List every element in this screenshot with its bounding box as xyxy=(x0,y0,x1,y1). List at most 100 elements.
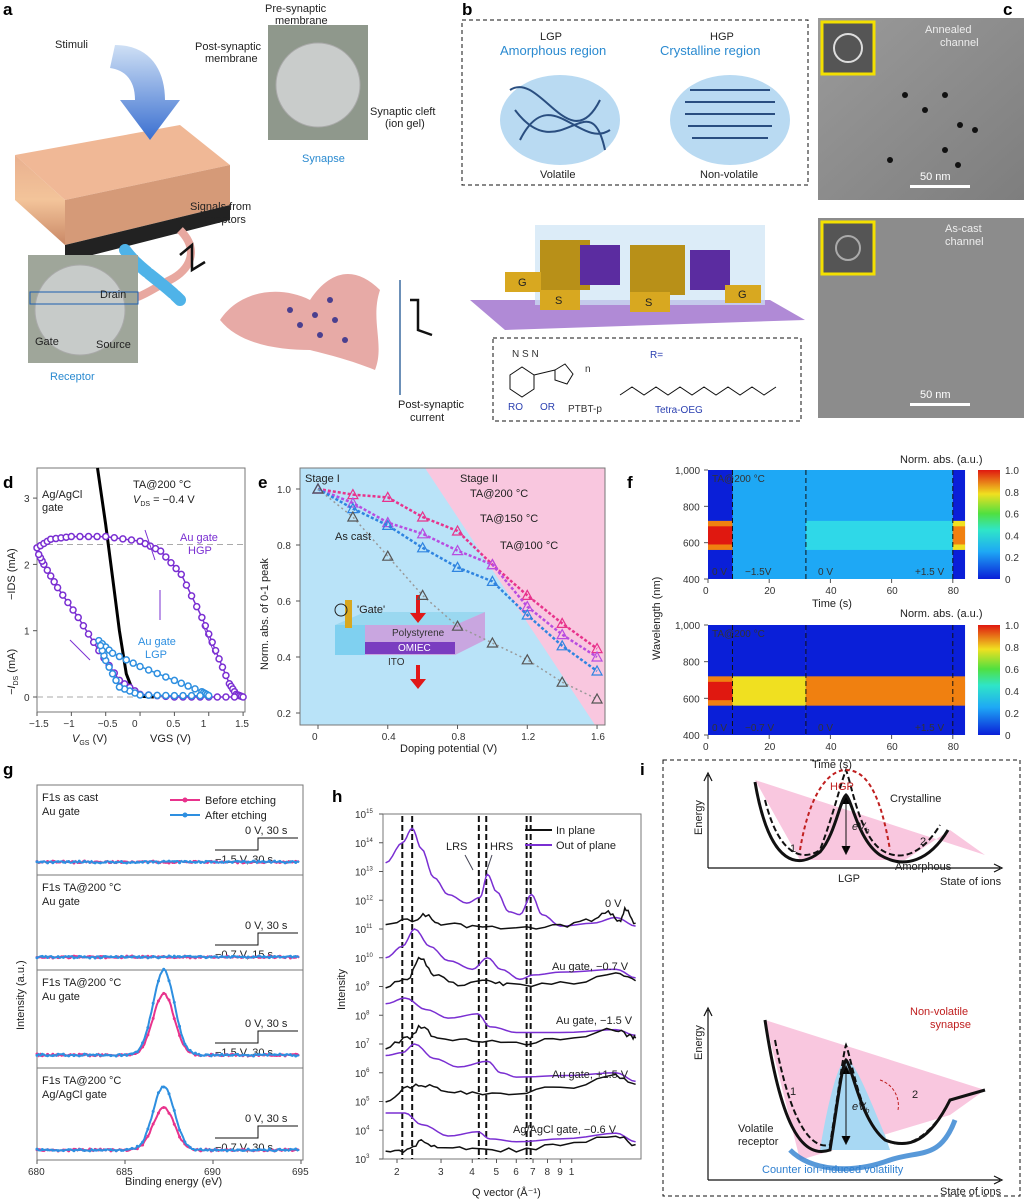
y-tick-label: 2 xyxy=(24,560,30,571)
x-tick-label: 8 xyxy=(545,1167,551,1178)
panel-h: h Q vector (Å⁻¹) Intensity 1031041051061… xyxy=(332,787,641,1199)
data-point xyxy=(199,1148,202,1151)
lrs-label: LRS xyxy=(446,841,467,853)
cbar-label-bottom: Norm. abs. (a.u.) xyxy=(900,608,983,620)
scale-label-bottom: 50 nm xyxy=(920,389,951,401)
data-point xyxy=(141,1041,144,1044)
y-tick-label: 1,000 xyxy=(675,621,700,632)
data-point xyxy=(289,955,292,958)
plot-frame-g xyxy=(37,785,303,1160)
x-tick-label: 1 xyxy=(569,1167,575,1178)
voltage-label: +1.5 V xyxy=(915,723,945,734)
data-point xyxy=(115,861,118,864)
data-point xyxy=(189,955,192,958)
legend-marker xyxy=(183,798,188,803)
synapse-neurons xyxy=(220,274,380,370)
step-high-label: 0 V, 30 s xyxy=(245,1113,288,1125)
oeg-label: Tetra-OEG xyxy=(655,405,703,416)
colorbar-tick: 0.2 xyxy=(1005,709,1019,720)
data-point xyxy=(60,592,66,598)
panel-label-c: c xyxy=(1003,0,1012,19)
diffraction-trace xyxy=(386,1136,636,1152)
x-tick-label: 60 xyxy=(887,742,899,753)
as-cast-label: As-cast channel xyxy=(945,223,984,248)
data-point xyxy=(88,1053,91,1056)
data-point xyxy=(216,656,222,662)
data-point xyxy=(78,1148,81,1151)
data-point xyxy=(194,1149,197,1152)
data-point xyxy=(268,1148,271,1151)
data-point xyxy=(51,1149,54,1152)
data-point xyxy=(36,956,39,959)
y-tick-label: 600 xyxy=(683,694,700,705)
data-point xyxy=(273,955,276,958)
x-tick-label: 4 xyxy=(469,1167,475,1178)
data-point xyxy=(162,955,165,958)
data-point xyxy=(104,955,107,958)
lrs-arrow-icon xyxy=(465,855,473,870)
oeg-chain xyxy=(620,387,776,395)
svg-text:Crystalline: Crystalline xyxy=(890,793,941,805)
drain-label: Drain xyxy=(100,289,126,301)
data-point xyxy=(78,860,81,863)
data-point xyxy=(214,694,220,700)
d-ylabel-plain: −IDS (mA) xyxy=(6,548,18,600)
data-point xyxy=(162,968,165,971)
data-point xyxy=(78,955,81,958)
d-xlabel: VGS (V) xyxy=(72,733,107,747)
y-tick-label: 107 xyxy=(355,1039,370,1051)
data-point xyxy=(247,861,250,864)
volatile-label: Volatile xyxy=(540,169,575,181)
data-point xyxy=(263,955,266,958)
data-point xyxy=(113,677,119,683)
data-point xyxy=(141,956,144,959)
data-point xyxy=(146,667,152,673)
data-point xyxy=(210,956,213,959)
data-point xyxy=(68,534,74,540)
hrs-arrow-icon xyxy=(487,855,492,870)
svg-text:1: 1 xyxy=(790,1086,796,1098)
data-point xyxy=(294,861,297,864)
data-point xyxy=(99,1054,102,1057)
svg-text:ITO: ITO xyxy=(388,657,405,668)
x-tick-label: 0.8 xyxy=(452,732,466,743)
data-point xyxy=(146,1026,149,1029)
x-tick-label: 7 xyxy=(530,1167,536,1178)
panel-e: e Stage I Stage II As cast 'Gate' Polyst… xyxy=(258,468,605,755)
colorbar-tick: 0.6 xyxy=(1005,510,1019,521)
data-point xyxy=(72,860,75,863)
colorbar xyxy=(978,470,1000,579)
data-point xyxy=(125,1054,128,1057)
colorbar-tick: 1.0 xyxy=(1005,466,1019,477)
svg-text:Energy: Energy xyxy=(693,1025,705,1060)
data-point xyxy=(62,956,65,959)
svg-text:State of ions: State of ions xyxy=(940,876,1002,888)
data-point xyxy=(173,1109,176,1112)
data-point xyxy=(173,860,176,863)
heatmap-cell xyxy=(806,526,953,544)
data-point xyxy=(109,1148,112,1151)
colorbar-tick: 0.8 xyxy=(1005,488,1019,499)
scale-label-top: 50 nm xyxy=(920,171,951,183)
trace-label: 0 V xyxy=(605,898,622,910)
data-point xyxy=(231,955,234,958)
data-point xyxy=(215,955,218,958)
data-point xyxy=(72,956,75,959)
hgp-label: HGP xyxy=(710,31,734,43)
data-point xyxy=(199,955,202,958)
data-point xyxy=(220,860,223,863)
y-tick-label: 400 xyxy=(683,731,700,742)
data-point xyxy=(226,956,229,959)
data-point xyxy=(123,657,129,663)
repeat-n: n xyxy=(585,364,591,375)
data-point xyxy=(189,693,195,699)
f-xlabel-top: Time (s) xyxy=(812,598,852,610)
panel-f: f Norm. abs. (a.u.) Norm. abs. (a.u.) Ti… xyxy=(627,454,1019,771)
panel-i: i Energy State of ions HGP Crystalline L… xyxy=(640,760,1020,1198)
data-point xyxy=(257,1148,260,1151)
data-point xyxy=(94,1149,97,1152)
data-point xyxy=(241,1054,244,1057)
data-point xyxy=(171,677,177,683)
x-tick-label: 80 xyxy=(948,742,960,753)
